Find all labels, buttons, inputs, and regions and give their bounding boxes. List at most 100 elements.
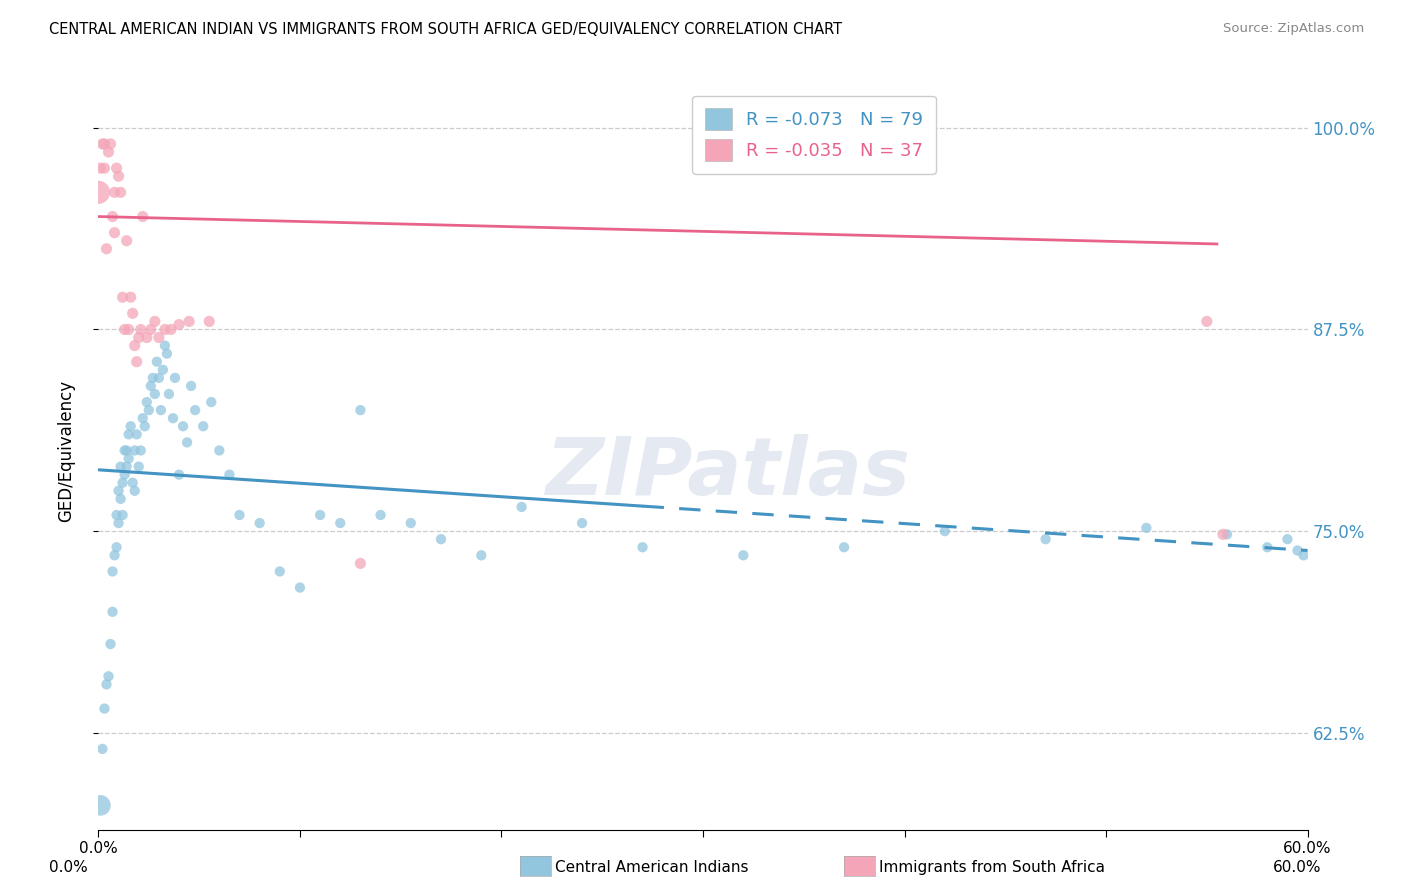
Point	[153, 338, 176, 352]
Point	[132, 411, 155, 425]
Point	[121, 475, 143, 490]
Point	[1195, 314, 1218, 328]
Text: Immigrants from South Africa: Immigrants from South Africa	[879, 860, 1105, 874]
Point	[1286, 543, 1309, 558]
Point	[184, 403, 207, 417]
Point	[128, 459, 150, 474]
Point	[160, 322, 183, 336]
Point	[146, 355, 169, 369]
Point	[288, 581, 311, 595]
Point	[96, 677, 118, 691]
Point	[97, 669, 120, 683]
Point	[124, 443, 146, 458]
Point	[105, 541, 128, 555]
Point	[128, 330, 150, 344]
Point	[132, 210, 155, 224]
Point	[91, 742, 114, 756]
Point	[733, 549, 755, 563]
Point	[87, 186, 110, 200]
Point	[101, 605, 124, 619]
Point	[107, 516, 129, 530]
Point	[571, 516, 593, 530]
Point	[156, 346, 179, 360]
Point	[1212, 527, 1234, 541]
Point	[118, 322, 141, 336]
Point	[91, 136, 114, 151]
Point	[124, 483, 146, 498]
Point	[118, 451, 141, 466]
Point	[1035, 532, 1057, 546]
Point	[111, 290, 134, 304]
Text: Source: ZipAtlas.com: Source: ZipAtlas.com	[1223, 22, 1364, 36]
Point	[142, 371, 165, 385]
Point	[124, 338, 146, 352]
Point	[120, 290, 142, 304]
Point	[163, 371, 186, 385]
Point	[152, 363, 174, 377]
Point	[125, 427, 148, 442]
Point	[470, 549, 492, 563]
Point	[329, 516, 352, 530]
Text: ZIPatlas: ZIPatlas	[544, 434, 910, 512]
Point	[135, 330, 157, 344]
Point	[1256, 541, 1278, 555]
Point	[208, 443, 231, 458]
Point	[148, 330, 170, 344]
Point	[430, 532, 453, 546]
Point	[115, 234, 138, 248]
Point	[832, 541, 855, 555]
Point	[105, 508, 128, 522]
Point	[115, 443, 138, 458]
Point	[138, 403, 160, 417]
Point	[179, 314, 201, 328]
Text: Central American Indians: Central American Indians	[555, 860, 749, 874]
Point	[1277, 532, 1299, 546]
Legend: R = -0.073   N = 79, R = -0.035   N = 37: R = -0.073 N = 79, R = -0.035 N = 37	[692, 95, 936, 174]
Point	[200, 395, 222, 409]
Point	[249, 516, 271, 530]
Point	[97, 145, 120, 159]
Point	[101, 210, 124, 224]
Point	[370, 508, 392, 522]
Point	[89, 161, 111, 176]
Point	[349, 403, 371, 417]
Point	[631, 541, 654, 555]
Point	[93, 161, 115, 176]
Point	[193, 419, 215, 434]
Point	[269, 565, 291, 579]
Point	[110, 186, 132, 200]
Point	[162, 411, 184, 425]
Point	[101, 565, 124, 579]
Point	[167, 318, 190, 332]
Point	[934, 524, 956, 538]
Point	[110, 491, 132, 506]
Point	[100, 637, 122, 651]
Point	[129, 443, 152, 458]
Point	[129, 322, 152, 336]
Point	[105, 161, 128, 176]
Point	[143, 387, 166, 401]
Point	[139, 379, 162, 393]
Point	[120, 419, 142, 434]
Point	[103, 226, 125, 240]
Point	[149, 403, 172, 417]
Point	[218, 467, 240, 482]
Point	[399, 516, 422, 530]
Text: CENTRAL AMERICAN INDIAN VS IMMIGRANTS FROM SOUTH AFRICA GED/EQUIVALENCY CORRELAT: CENTRAL AMERICAN INDIAN VS IMMIGRANTS FR…	[49, 22, 842, 37]
Text: 60.0%: 60.0%	[1274, 860, 1322, 874]
Point	[114, 322, 136, 336]
Point	[349, 557, 371, 571]
Point	[96, 242, 118, 256]
Point	[118, 427, 141, 442]
Point	[139, 322, 162, 336]
Point	[107, 169, 129, 184]
Point	[134, 419, 156, 434]
Point	[100, 136, 122, 151]
Point	[1135, 521, 1157, 535]
Y-axis label: GED/Equivalency: GED/Equivalency	[56, 379, 75, 522]
Point	[103, 186, 125, 200]
Point	[153, 322, 176, 336]
Point	[143, 314, 166, 328]
Point	[309, 508, 332, 522]
Point	[167, 467, 190, 482]
